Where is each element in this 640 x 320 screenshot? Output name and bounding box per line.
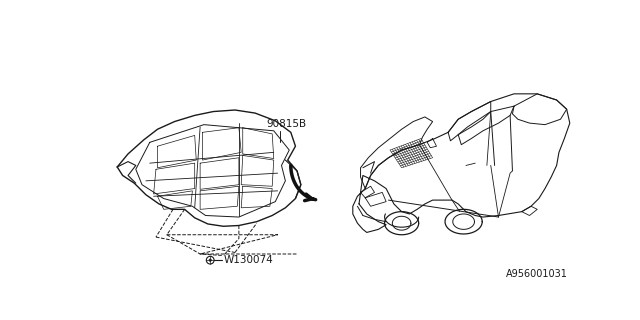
Text: W130074: W130074 (223, 255, 273, 265)
Circle shape (209, 259, 211, 261)
Text: A956001031: A956001031 (506, 269, 568, 279)
Text: 90815B: 90815B (266, 119, 306, 129)
